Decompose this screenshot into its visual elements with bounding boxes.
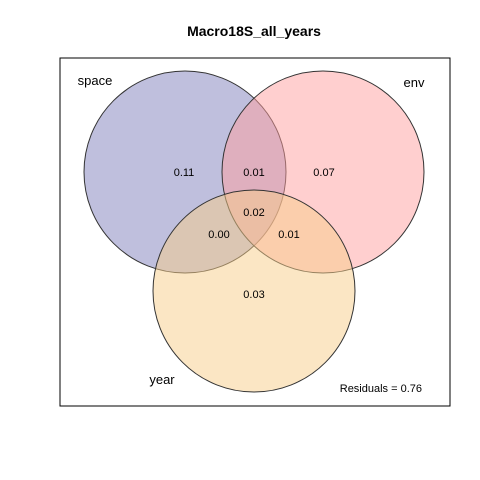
year-label: year xyxy=(149,372,175,387)
space-year-value: 0.00 xyxy=(208,229,229,241)
env-only-value: 0.07 xyxy=(313,167,334,179)
env-label: env xyxy=(404,75,425,90)
space-label: space xyxy=(78,73,113,88)
env-year-value: 0.01 xyxy=(278,229,299,241)
plot-frame xyxy=(59,57,451,407)
residuals-label: Residuals = 0.76 xyxy=(340,383,422,395)
year-circle xyxy=(152,189,356,393)
diagram-title: Macro18S_all_years xyxy=(187,23,321,39)
all-three-value: 0.02 xyxy=(243,207,264,219)
space-only-value: 0.11 xyxy=(174,167,195,179)
year-only-value: 0.03 xyxy=(243,289,264,301)
space-env-value: 0.01 xyxy=(243,167,264,179)
